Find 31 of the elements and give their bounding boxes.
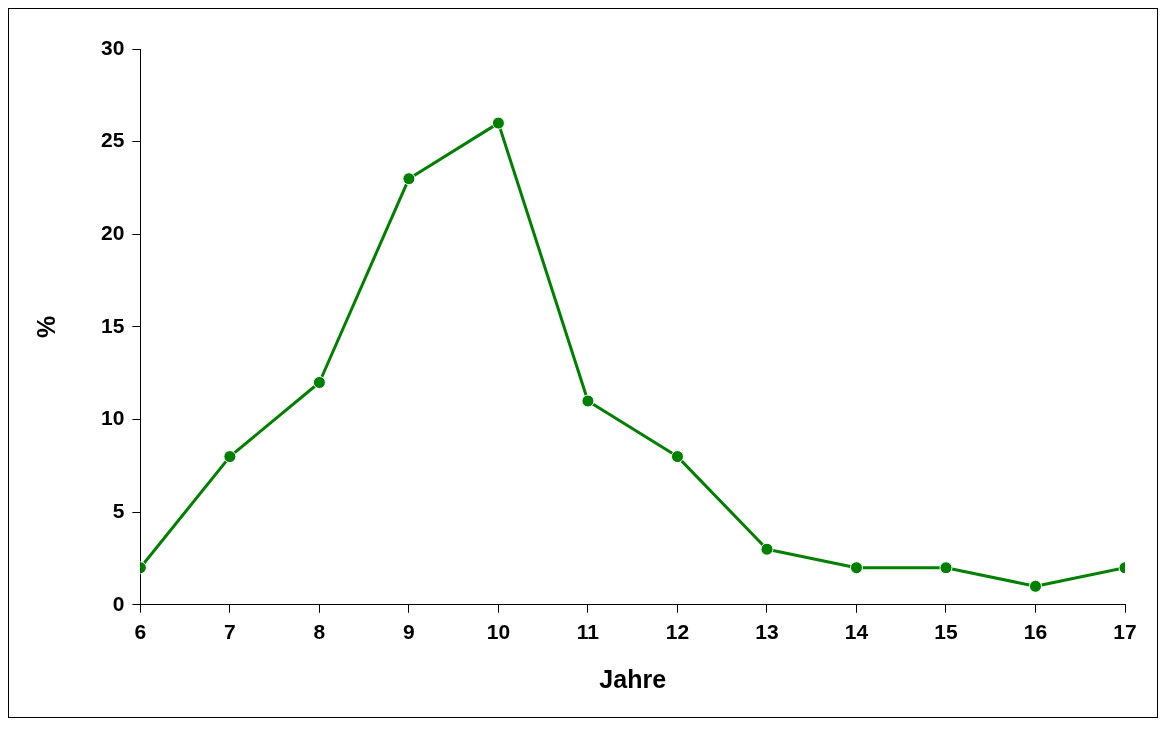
- x-tick-label: 6: [134, 620, 147, 644]
- point: [581, 394, 595, 408]
- x-tick-label: 12: [665, 620, 690, 644]
- y-tick-label: 5: [112, 498, 125, 522]
- x-tick-label: 7: [224, 620, 236, 644]
- point: [939, 561, 953, 575]
- x-tick-label: 9: [403, 620, 415, 644]
- y-tick-label: 10: [101, 406, 125, 430]
- x-tick-label: 17: [1113, 620, 1137, 644]
- point: [849, 561, 863, 575]
- x-tick-label: 15: [934, 620, 958, 644]
- x-tick-label: 11: [576, 620, 600, 644]
- point: [1028, 579, 1042, 593]
- x-tick-label: 10: [486, 620, 511, 644]
- point: [402, 172, 416, 186]
- y-tick-label: 15: [101, 313, 125, 337]
- y-axis-title: %: [31, 315, 60, 339]
- point: [491, 116, 505, 130]
- x-tick-label: 14: [844, 620, 869, 644]
- x-tick-label: 13: [755, 620, 779, 644]
- point: [760, 542, 774, 556]
- y-tick-label: 20: [101, 221, 125, 245]
- y-tick-label: 0: [112, 591, 125, 615]
- point: [223, 450, 237, 464]
- x-tick-label: 8: [313, 620, 326, 644]
- y-tick-label: 25: [101, 128, 125, 152]
- point: [312, 375, 326, 389]
- point: [670, 450, 684, 464]
- x-tick-label: 16: [1023, 620, 1048, 644]
- x-axis-title: Jahre: [599, 664, 667, 693]
- y-tick-label: 30: [101, 35, 125, 59]
